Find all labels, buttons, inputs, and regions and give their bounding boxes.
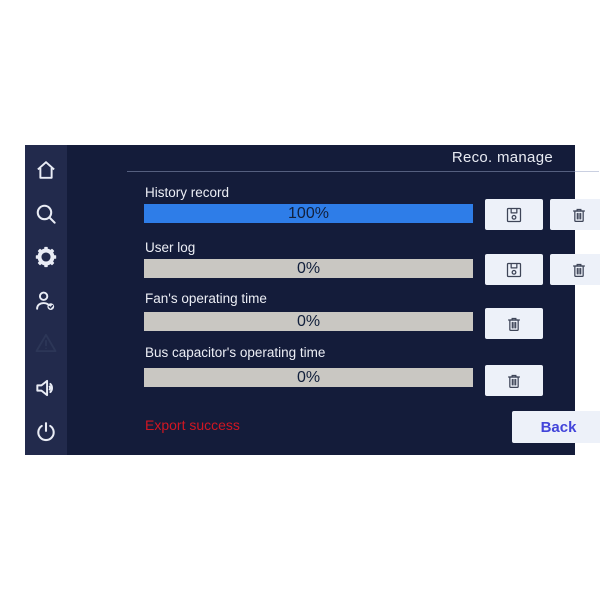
save-floppy-icon (506, 207, 522, 222)
progress-percent: 0% (296, 368, 321, 386)
user-log-delete-button[interactable] (550, 254, 600, 285)
sidebar (25, 145, 67, 455)
home-icon (37, 161, 55, 179)
bus-cap-time-delete-button[interactable] (485, 365, 543, 396)
sidebar-user-button[interactable] (32, 287, 60, 315)
trash-icon (507, 317, 521, 331)
progress-fill (144, 204, 473, 223)
back-button[interactable]: Back (512, 411, 600, 443)
fan-time-progressbar: 0% (144, 312, 473, 331)
progress-percent: 0% (296, 312, 321, 330)
history-record-progressbar: 100% (144, 204, 473, 223)
power-icon (37, 422, 55, 442)
title-divider (127, 171, 599, 172)
status-message: Export success (145, 417, 240, 433)
warning-triangle-icon (35, 333, 57, 353)
user-log-save-button[interactable] (485, 254, 543, 285)
search-icon (36, 204, 56, 224)
fan-time-delete-button[interactable] (485, 308, 543, 339)
bus-cap-time-label: Bus capacitor's operating time (145, 345, 326, 360)
speaker-icon (36, 379, 53, 397)
save-floppy-icon (506, 262, 522, 277)
sidebar-power-button[interactable] (32, 418, 60, 446)
sidebar-settings-button[interactable] (32, 243, 60, 271)
trash-icon (572, 263, 586, 277)
progress-percent: 100% (288, 204, 329, 222)
bus-cap-time-progressbar: 0% (144, 368, 473, 387)
fan-time-label: Fan's operating time (145, 291, 267, 306)
page-title: Reco. manage (451, 149, 553, 166)
reco-manage-panel: Reco. manage History record 100% (25, 145, 600, 455)
progress-percent: 0% (296, 259, 321, 277)
sidebar-search-button[interactable] (32, 200, 60, 228)
user-log-label: User log (145, 240, 196, 255)
settings-gear-icon (35, 246, 57, 268)
sidebar-home-button[interactable] (32, 156, 60, 184)
sidebar-alarm-button[interactable] (32, 329, 60, 357)
history-record-label: History record (145, 185, 230, 200)
user-log-progressbar: 0% (144, 259, 473, 278)
history-record-delete-button[interactable] (550, 199, 600, 230)
trash-icon (572, 208, 586, 222)
history-record-save-button[interactable] (485, 199, 543, 230)
trash-icon (507, 374, 521, 388)
user-check-icon (36, 291, 55, 310)
content: Reco. manage History record 100% (67, 145, 600, 455)
sidebar-sound-button[interactable] (32, 374, 60, 402)
